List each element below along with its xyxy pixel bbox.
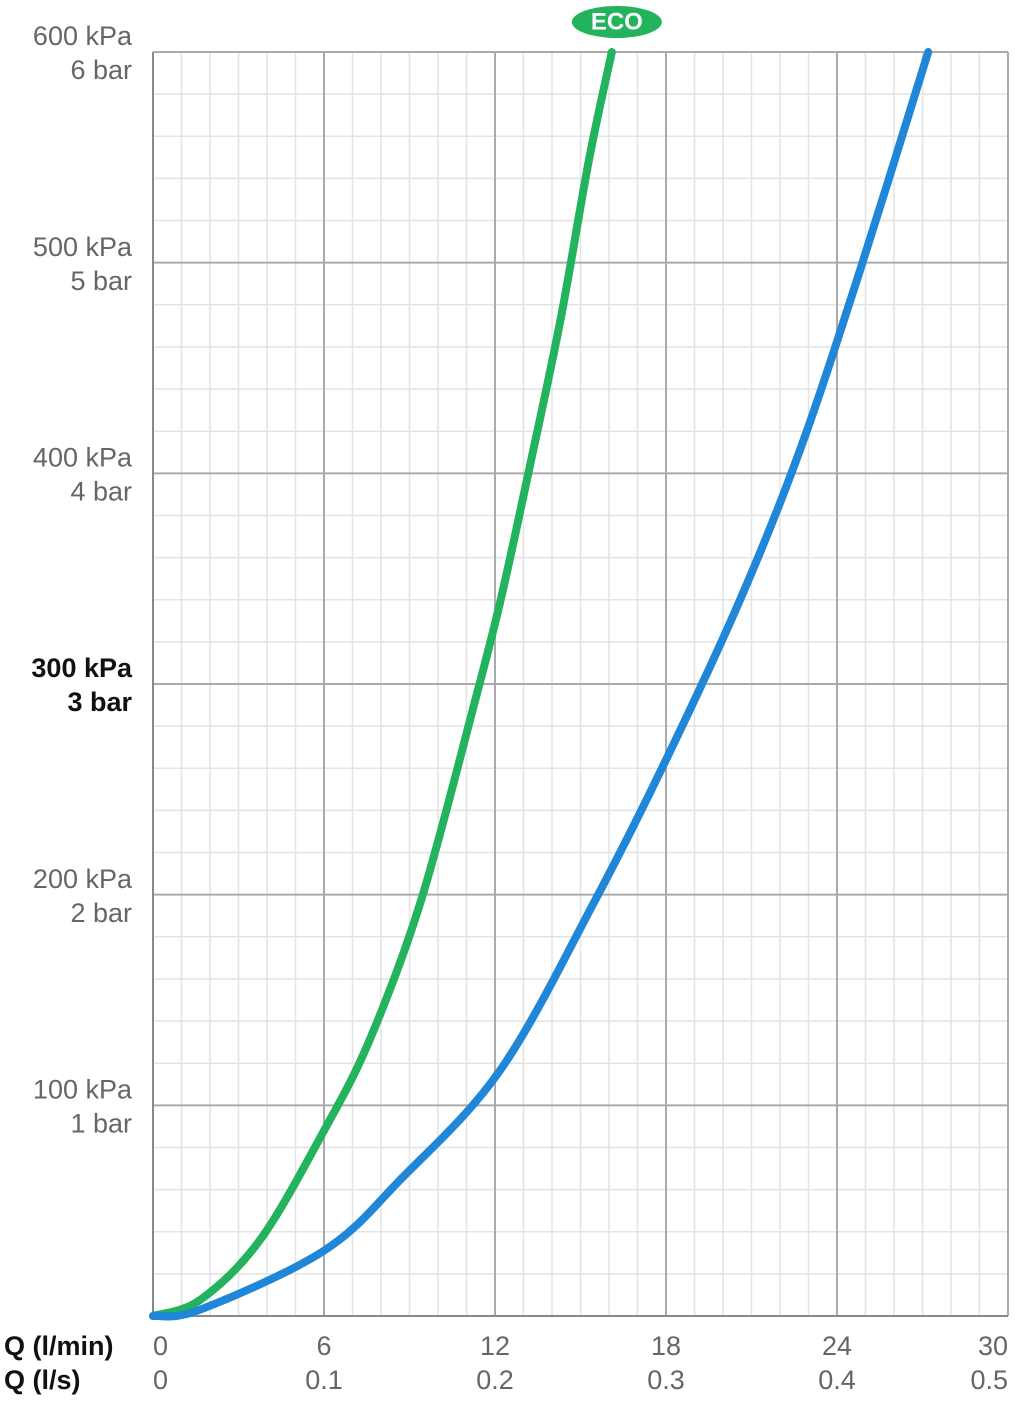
x-tick-label: 12 [480,1331,510,1361]
y2-tick-label: 5 bar [70,266,132,296]
y-tick-label: 100 kPa [33,1074,133,1104]
y2-tick-label: 6 bar [70,55,132,85]
x-tick-label: 0 [153,1331,168,1361]
series-line [149,48,616,1320]
x-tick-label: 30 [978,1331,1008,1361]
x2-tick-label: 0.3 [647,1365,685,1395]
legend-label: ECO [591,8,643,35]
y2-tick-label: 3 bar [67,687,132,717]
x-tick-label: 6 [316,1331,331,1361]
legend-badge [571,6,662,38]
x2-tick-label: 0.2 [476,1365,514,1395]
x2-tick-label: 0 [153,1365,168,1395]
x2-tick-label: 0.5 [970,1365,1008,1395]
y-tick-label: 400 kPa [33,442,133,472]
y2-tick-label: 1 bar [70,1108,132,1138]
y-tick-label: 600 kPa [33,21,133,51]
y-tick-label: 300 kPa [31,653,133,683]
x2-tick-label: 0.4 [818,1365,856,1395]
x-axis-label: Q (l/min) [4,1331,114,1361]
y-tick-label: 200 kPa [33,864,133,894]
x2-tick-label: 0.1 [305,1365,343,1395]
x-tick-label: 24 [822,1331,852,1361]
y2-tick-label: 2 bar [70,898,132,928]
x-tick-label: 18 [651,1331,681,1361]
y2-tick-label: 4 bar [70,476,132,506]
grid [152,51,1009,1316]
y-tick-label: 500 kPa [33,232,133,262]
x2-axis-label: Q (l/s) [4,1365,81,1395]
series-line [149,48,933,1321]
